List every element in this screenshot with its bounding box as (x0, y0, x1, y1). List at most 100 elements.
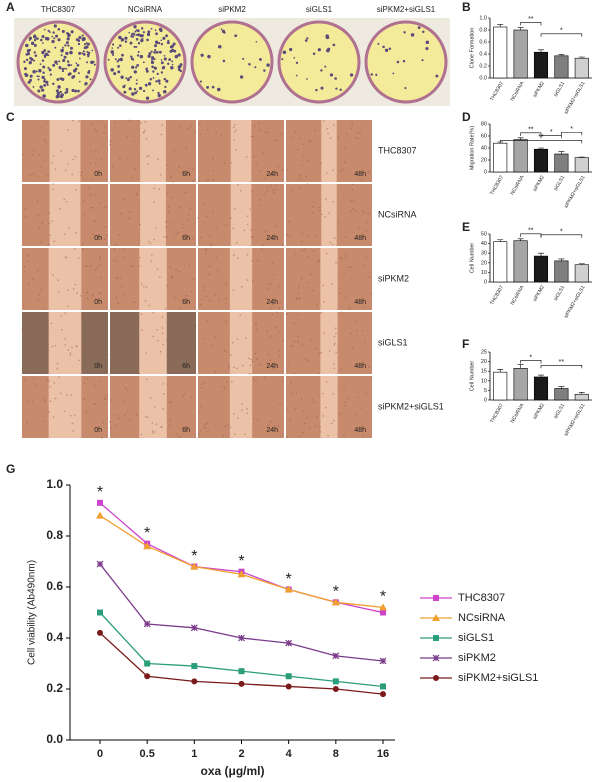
cell-texture (187, 213, 190, 216)
cell-texture (264, 297, 267, 300)
cell-texture (172, 342, 174, 344)
cell-texture (38, 294, 41, 297)
cell-texture (99, 257, 102, 260)
cell-texture (361, 210, 364, 212)
cell-texture (128, 119, 131, 122)
error-bar (538, 252, 544, 257)
cell-texture (100, 291, 102, 294)
cell-texture (267, 283, 270, 286)
colony (324, 65, 327, 68)
colony (86, 50, 89, 53)
cell-texture (24, 208, 27, 210)
cell-texture (36, 200, 39, 202)
colony (131, 92, 135, 96)
significance-label: * (529, 354, 532, 361)
cell-texture (288, 220, 290, 223)
cell-texture (254, 352, 257, 355)
colony (71, 88, 75, 92)
cell-texture (277, 350, 280, 352)
plate (190, 20, 274, 104)
y-tick-label: 1.0 (46, 477, 63, 491)
cell-texture (290, 344, 293, 347)
cell-texture (122, 248, 124, 251)
cell-texture (192, 168, 194, 171)
cell-texture (100, 120, 103, 123)
y-tick-label: 0.0 (479, 75, 487, 81)
cell-texture (318, 259, 321, 262)
cell-texture (363, 264, 365, 267)
cell-texture (267, 287, 270, 290)
cell-texture (56, 362, 59, 365)
cell-texture (205, 249, 208, 252)
cell-texture (44, 397, 46, 400)
cell-texture (248, 372, 251, 375)
cell-texture (28, 314, 31, 316)
x-tick-label: siPKM2+siGLS1 (563, 174, 587, 209)
colony (211, 85, 215, 89)
cell-texture (186, 191, 188, 193)
marker (143, 620, 151, 628)
cell-texture (305, 175, 307, 177)
cell-texture (299, 178, 302, 181)
cell-texture (263, 193, 266, 195)
cell-texture (118, 157, 121, 160)
cell-texture (258, 122, 260, 124)
cell-texture (98, 202, 101, 204)
colony (76, 63, 80, 67)
cell-texture (187, 127, 190, 130)
significance-bracket (499, 140, 583, 144)
colony (126, 78, 130, 82)
colony (295, 74, 298, 77)
cell-texture (106, 394, 109, 397)
cell-texture (225, 381, 228, 383)
cell-texture (163, 235, 165, 238)
cell-texture (67, 349, 70, 351)
cell-texture (255, 324, 258, 327)
cell-texture (135, 193, 138, 196)
colony (150, 50, 153, 53)
cell-texture (235, 129, 238, 131)
colony (119, 44, 122, 47)
colony (172, 42, 176, 46)
colony (54, 46, 57, 49)
cell-texture (60, 315, 63, 317)
cell-texture (310, 273, 312, 275)
panel-label: A (6, 0, 15, 14)
cell-texture (301, 164, 303, 167)
cell-texture (273, 139, 276, 141)
cell-texture (47, 329, 49, 331)
colony (38, 68, 42, 73)
colony (64, 44, 67, 47)
legend-marker (432, 614, 440, 621)
y-axis-label: Migration Rate(%) (469, 126, 475, 170)
cell-texture (327, 434, 329, 437)
y-axis-label: Clone Formation (469, 28, 475, 69)
cell-texture (116, 414, 119, 417)
cell-texture (182, 368, 184, 371)
colony (141, 37, 144, 40)
x-tick-label: siPKM2 (532, 80, 546, 98)
cell-texture (155, 227, 157, 229)
cell-texture (176, 317, 179, 320)
significance-label: * (97, 484, 103, 501)
cell-texture (240, 189, 242, 192)
significance-label: * (238, 553, 244, 570)
cell-texture (204, 289, 206, 291)
plate-label: siGLS1 (306, 5, 333, 14)
significance-label: * (560, 28, 563, 35)
cell-texture (184, 234, 187, 236)
cell-texture (337, 136, 340, 139)
cell-texture (302, 410, 305, 412)
cell-texture (60, 149, 62, 152)
bar (574, 264, 589, 283)
cell-texture (329, 137, 332, 139)
cell-texture (74, 414, 76, 417)
cell-texture (332, 393, 335, 395)
cell-texture (252, 236, 255, 238)
cell-texture (188, 167, 191, 169)
x-tick-label: siPKM2 (532, 284, 546, 302)
cell-texture (359, 132, 362, 135)
cell-texture (281, 169, 284, 172)
cell-texture (279, 403, 281, 406)
cell-texture (266, 190, 268, 192)
